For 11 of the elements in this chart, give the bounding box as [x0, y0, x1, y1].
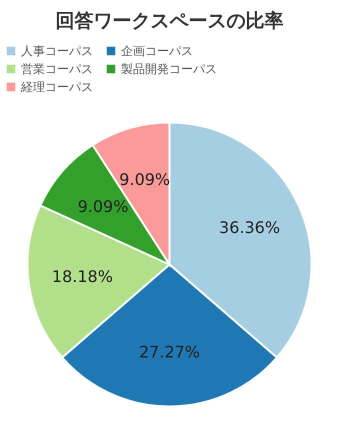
data-label: 9.09%	[78, 196, 128, 216]
legend-label: 企画コーパス	[121, 44, 193, 58]
chart-title: 回答ワークスペースの比率	[56, 10, 284, 32]
data-label: 18.18%	[52, 267, 113, 286]
data-label: 9.09%	[119, 170, 170, 190]
legend-label: 営業コーパス	[21, 62, 93, 76]
data-label: 27.27%	[138, 342, 200, 362]
legend-label: 経理コーパス	[20, 80, 93, 94]
legend-label: 人事コーパス	[21, 44, 93, 58]
legend-label: 製品開発コーパス	[121, 62, 217, 76]
data-label: 36.36%	[219, 218, 280, 237]
